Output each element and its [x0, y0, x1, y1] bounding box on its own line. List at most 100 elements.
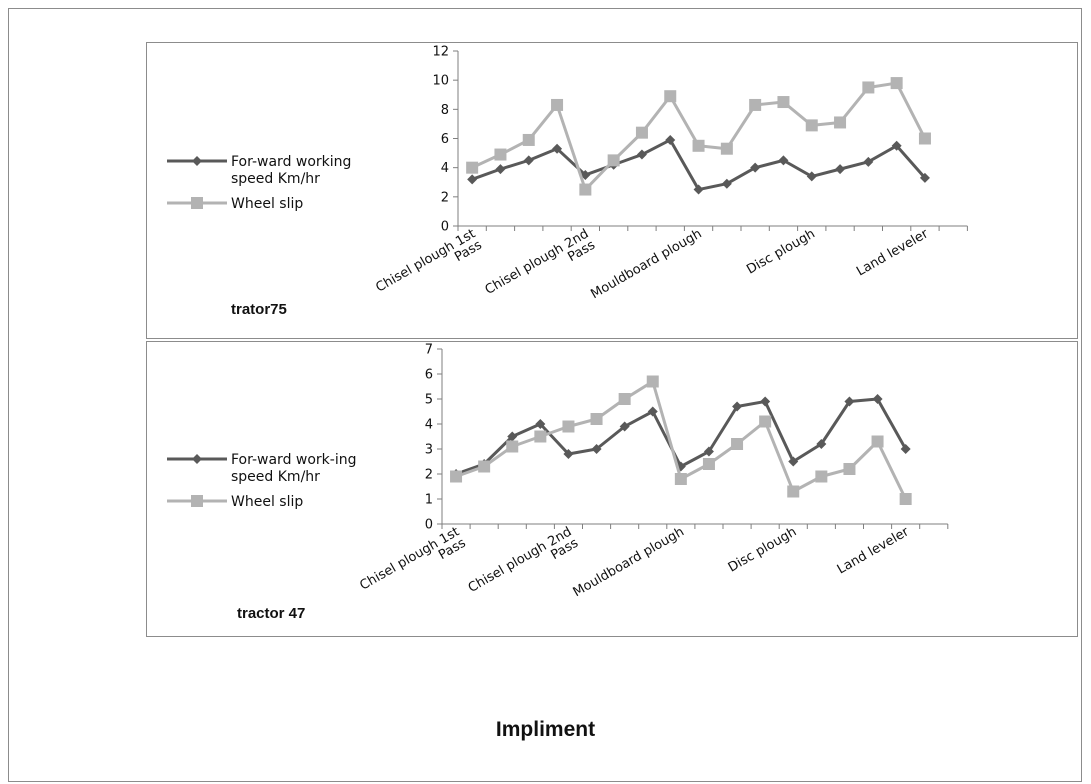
data-point-slip: [494, 148, 507, 161]
data-point-speed: [580, 169, 591, 180]
chart-tractor47: 0 1 2 3 4 5 6 7 Chisel plough 1stPass Chisel plou…: [146, 341, 1078, 637]
data-point-speed: [665, 134, 676, 145]
data-point-slip: [562, 420, 575, 433]
legend-marker-slip: [191, 197, 203, 209]
data-point-slip: [590, 413, 603, 425]
data-point-speed: [760, 396, 771, 407]
data-point-slip: [579, 183, 592, 196]
data-point-slip: [618, 393, 631, 405]
legend-label-speed: For-ward work-ing speed Km/hr: [231, 452, 357, 485]
data-point-slip: [534, 430, 547, 443]
data-point-slip: [918, 132, 931, 145]
data-point-slip: [522, 133, 535, 146]
data-point-slip: [777, 96, 790, 109]
data-point-speed: [647, 406, 658, 417]
chart-label-tractor47: tractor 47: [237, 605, 306, 622]
category-label: Land leveler: [854, 226, 931, 279]
data-point-speed: [816, 439, 827, 449]
category-label: Land leveler: [835, 524, 912, 577]
category-label: Disc plough: [744, 226, 818, 277]
data-point-slip: [899, 493, 912, 505]
y-tick-label: 4: [425, 418, 433, 433]
data-point-speed: [636, 149, 647, 160]
data-point-slip: [551, 98, 564, 111]
data-point-slip: [450, 470, 463, 483]
y-tick-label: 3: [425, 443, 433, 458]
data-point-speed: [467, 174, 478, 185]
data-point-slip: [607, 154, 620, 167]
y-tick-label: 2: [425, 468, 433, 483]
data-point-slip: [646, 375, 659, 388]
y-tick-label: 6: [441, 132, 449, 147]
data-point-slip: [720, 142, 733, 155]
y-tick-label: 6: [425, 368, 433, 383]
data-point-speed: [863, 156, 874, 167]
data-point-speed: [872, 394, 883, 404]
y-tick-label: 4: [441, 161, 449, 176]
category-label: Mouldboard plough: [588, 226, 704, 302]
category-label: Chisel plough 1stPass: [357, 524, 468, 604]
data-point-speed: [844, 396, 855, 407]
data-point-speed: [591, 444, 602, 454]
data-point-slip: [843, 463, 856, 475]
data-point-speed: [750, 162, 761, 173]
data-point-speed: [619, 421, 630, 432]
data-point-speed: [835, 164, 846, 175]
category-label: Mouldboard plough: [571, 524, 687, 600]
data-point-speed: [732, 401, 743, 412]
data-point-speed: [535, 419, 546, 429]
data-point-speed: [788, 456, 799, 467]
data-point-speed: [778, 155, 789, 166]
data-point-slip: [890, 77, 903, 90]
data-point-speed: [703, 446, 714, 457]
category-label: Chisel plough 1stPass: [373, 226, 484, 306]
data-point-slip: [731, 438, 744, 450]
chart-trator75: 0 2 4 6 8 10 12 Chisel plough 1stPass Chisel plo…: [146, 42, 1078, 339]
data-point-speed: [563, 449, 574, 459]
legend-label-slip: Wheel slip: [231, 196, 303, 212]
data-point-speed: [900, 444, 911, 454]
category-label: Chisel plough 2ndPass: [466, 524, 581, 607]
data-point-slip: [787, 485, 800, 498]
data-point-speed: [523, 155, 534, 166]
legend-label-speed: For-ward working speed Km/hr: [231, 154, 351, 187]
data-point-speed: [919, 172, 930, 183]
y-tick-label: 8: [441, 103, 449, 118]
data-point-slip: [834, 116, 847, 129]
data-point-slip: [815, 470, 828, 483]
data-point-speed: [693, 184, 704, 195]
chart-label-trator75: trator75: [231, 301, 287, 318]
data-point-slip: [664, 90, 677, 103]
data-point-speed: [806, 171, 817, 182]
data-point-slip: [478, 460, 491, 473]
y-tick-label: 0: [441, 220, 449, 235]
category-label: Disc plough: [726, 524, 800, 575]
data-point-slip: [759, 415, 772, 428]
data-point-slip: [702, 458, 715, 470]
series-line-slip: [471, 81, 927, 192]
data-point-slip: [805, 119, 818, 132]
y-tick-label: 7: [425, 343, 433, 358]
data-point-slip: [466, 161, 479, 174]
data-point-slip: [871, 435, 884, 448]
legend-marker-slip: [191, 495, 203, 507]
data-point-slip: [635, 126, 648, 139]
y-tick-label: 5: [425, 393, 433, 408]
legend-label-slip: Wheel slip: [231, 494, 303, 510]
data-point-speed: [721, 178, 732, 189]
y-tick-label: 12: [432, 45, 449, 60]
data-point-slip: [692, 139, 705, 152]
legend-marker-speed: [192, 454, 202, 464]
legend-marker-speed: [192, 156, 202, 166]
data-point-slip: [506, 440, 519, 453]
y-tick-label: 2: [441, 190, 449, 205]
data-point-speed: [495, 164, 506, 175]
data-point-speed: [891, 140, 902, 151]
data-point-slip: [749, 98, 762, 111]
data-point-speed: [507, 431, 518, 442]
footer-label: Impliment: [495, 718, 596, 741]
data-point-speed: [552, 143, 563, 154]
y-tick-label: 1: [425, 493, 433, 508]
